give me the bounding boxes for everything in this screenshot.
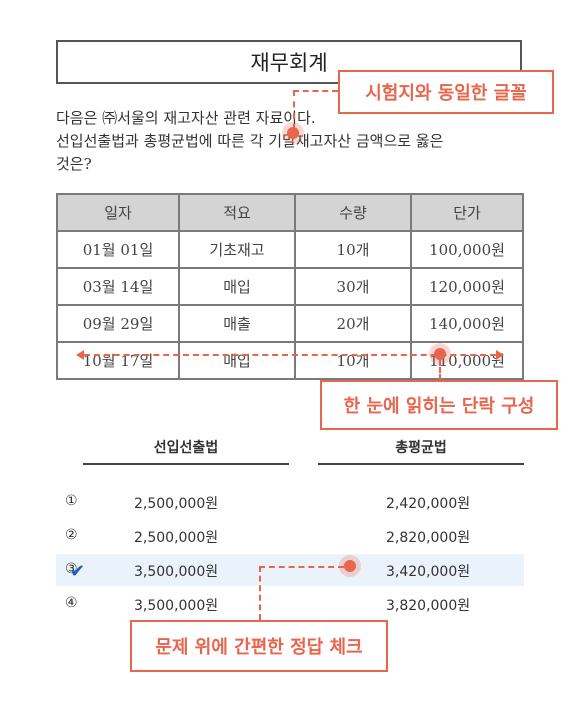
callout-check-connector-h	[259, 566, 344, 568]
callout-font-marker-dot	[287, 127, 299, 139]
callout-paragraph-connector	[84, 354, 496, 356]
choice-average-value: 2,420,000원	[386, 496, 471, 512]
cell-quantity: 10개	[294, 341, 412, 380]
arrow-left-icon	[76, 350, 84, 360]
choice-fifo-value: 2,500,000원	[134, 530, 219, 546]
cell-quantity: 10개	[294, 230, 412, 269]
choice-number: ④	[65, 595, 78, 611]
header-description: 적요	[178, 193, 296, 232]
table-row: 09월 29일 매출 20개 140,000원	[56, 304, 524, 343]
question-line-3: 것은?	[56, 155, 92, 173]
question-line-1: 다음은 ㈜서울의 재고자산 관련 자료이다.	[56, 109, 316, 127]
cell-description: 매출	[178, 304, 296, 343]
cell-unit-price: 120,000원	[410, 267, 524, 306]
callout-paragraph-marker-dot	[434, 348, 446, 360]
table-row: 01월 01일 기초재고 10개 100,000원	[56, 230, 524, 269]
choice-fifo-value: 3,500,000원	[134, 564, 219, 580]
cell-quantity: 20개	[294, 304, 412, 343]
answer-choice-4[interactable]: ④ 3,500,000원 3,820,000원	[56, 588, 524, 620]
answer-choice-2[interactable]: ② 2,500,000원 2,820,000원	[56, 520, 524, 552]
cell-unit-price: 140,000원	[410, 304, 524, 343]
question-text: 다음은 ㈜서울의 재고자산 관련 자료이다. 선입선출법과 총평균법에 따른 각…	[56, 107, 526, 176]
callout-font-connector-h	[293, 90, 338, 92]
cell-unit-price: 110,000원	[410, 341, 524, 380]
cell-unit-price: 100,000원	[410, 230, 524, 269]
choice-average-value: 3,420,000원	[386, 564, 471, 580]
table-row: 10월 17일 매입 10개 110,000원	[56, 341, 524, 380]
cell-date: 01월 01일	[56, 230, 180, 269]
cell-quantity: 30개	[294, 267, 412, 306]
average-column-header: 총평균법	[395, 440, 447, 456]
inventory-table: 일자 적요 수량 단가 01월 01일 기초재고 10개 100,000원 03…	[56, 193, 524, 380]
subject-title-box: 재무회계	[56, 40, 522, 84]
cell-description: 매입	[178, 267, 296, 306]
answer-choice-1[interactable]: ① 2,500,000원 2,420,000원	[56, 486, 524, 518]
callout-check-marker-dot	[344, 560, 356, 572]
table-header-row: 일자 적요 수량 단가	[56, 193, 524, 232]
cell-date: 03월 14일	[56, 267, 180, 306]
cell-date: 09월 29일	[56, 304, 180, 343]
header-quantity: 수량	[294, 193, 412, 232]
subject-title: 재무회계	[250, 51, 328, 75]
fifo-header-underline	[83, 463, 289, 465]
callout-check-connector-v	[259, 566, 261, 620]
cell-description: 매입	[178, 341, 296, 380]
checkmark-icon: ✔	[70, 561, 86, 582]
callout-check-label: 문제 위에 간편한 정답 체크	[130, 620, 388, 672]
choice-number: ①	[65, 493, 78, 509]
question-line-2: 선입선출법과 총평균법에 따른 각 기말재고자산 금액으로 옳은	[56, 132, 444, 150]
answer-choice-3-selected[interactable]: ③ ✔ 3,500,000원 3,420,000원	[56, 554, 524, 586]
cell-description: 기초재고	[178, 230, 296, 269]
choice-number: ③	[65, 561, 78, 577]
callout-font-connector	[293, 90, 295, 130]
choice-average-value: 2,820,000원	[386, 530, 471, 546]
choice-number: ②	[65, 527, 78, 543]
choice-average-value: 3,820,000원	[386, 598, 471, 614]
cell-date: 10월 17일	[56, 341, 180, 380]
callout-paragraph-connector-v	[439, 360, 441, 380]
callout-paragraph-label: 한 눈에 읽히는 단락 구성	[320, 380, 558, 430]
choice-fifo-value: 2,500,000원	[134, 496, 219, 512]
table-row: 03월 14일 매입 30개 120,000원	[56, 267, 524, 306]
header-unit-price: 단가	[410, 193, 524, 232]
header-date: 일자	[56, 193, 180, 232]
fifo-column-header: 선입선출법	[153, 440, 219, 456]
choice-fifo-value: 3,500,000원	[134, 598, 219, 614]
arrow-right-icon	[496, 350, 504, 360]
average-header-underline	[318, 463, 524, 465]
callout-font-label: 시험지와 동일한 글꼴	[338, 70, 554, 114]
